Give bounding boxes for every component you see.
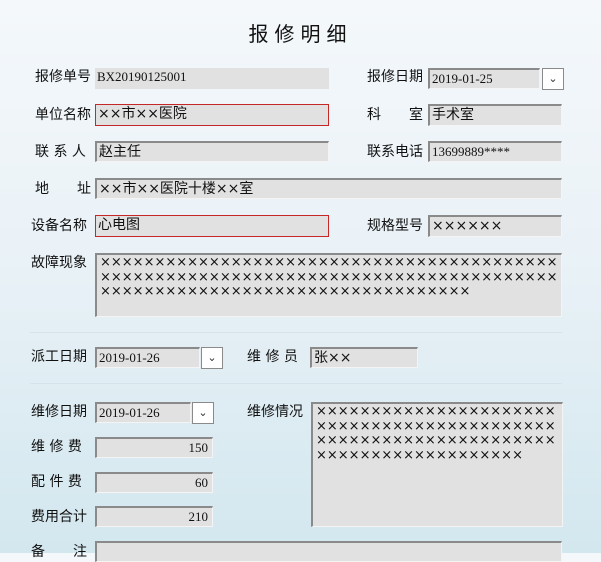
remark-label: 备 注 bbox=[31, 544, 87, 560]
service-fee-field[interactable]: 150 bbox=[95, 437, 213, 458]
unit-name-label: 单位名称 bbox=[35, 107, 91, 123]
technician-label: 维 修 员 bbox=[247, 349, 298, 365]
address-label: 地 址 bbox=[35, 181, 91, 197]
page-title: 报修明细 bbox=[248, 22, 353, 46]
parts-fee-field[interactable]: 60 bbox=[95, 472, 213, 493]
parts-fee-label: 配 件 费 bbox=[31, 474, 82, 490]
chevron-down-icon[interactable]: ⌄ bbox=[542, 68, 564, 90]
repair-no-label: 报修单号 bbox=[35, 69, 91, 85]
divider bbox=[30, 332, 562, 333]
chevron-down-icon[interactable]: ⌄ bbox=[192, 402, 214, 424]
service-date-field[interactable]: 2019-01-26 bbox=[95, 402, 191, 423]
repair-date-label: 报修日期 bbox=[367, 69, 423, 85]
model-label: 规格型号 bbox=[367, 218, 423, 234]
repair-date-field[interactable]: 2019-01-25 bbox=[428, 68, 540, 89]
service-fee-label: 维 修 费 bbox=[31, 439, 82, 455]
service-date-label: 维修日期 bbox=[31, 404, 87, 420]
remark-field[interactable] bbox=[95, 541, 562, 562]
total-fee-field[interactable]: 210 bbox=[95, 506, 213, 527]
device-name-label: 设备名称 bbox=[31, 218, 87, 234]
unit-name-field[interactable]: ××市××医院 bbox=[95, 104, 329, 126]
chevron-down-icon[interactable]: ⌄ bbox=[201, 347, 223, 369]
contact-field[interactable]: 赵主任 bbox=[95, 141, 329, 162]
phone-field[interactable]: 13699889**** bbox=[428, 141, 562, 162]
fault-label: 故障现象 bbox=[31, 255, 87, 271]
repair-no-field[interactable]: BX20190125001 bbox=[95, 68, 329, 89]
model-field[interactable]: ×××××× bbox=[428, 215, 562, 237]
phone-label: 联系电话 bbox=[367, 144, 423, 160]
service-desc-textarea[interactable]: ××××××××××××××××××××××××××××××××××××××××… bbox=[311, 402, 563, 527]
fault-textarea[interactable]: ××××××××××××××××××××××××××××××××××××××××… bbox=[95, 253, 562, 317]
address-field[interactable]: ××市××医院十楼××室 bbox=[95, 178, 562, 199]
dispatch-date-label: 派工日期 bbox=[31, 349, 87, 365]
device-name-field[interactable]: 心电图 bbox=[95, 215, 329, 237]
contact-label: 联 系 人 bbox=[35, 144, 86, 160]
department-label: 科 室 bbox=[367, 107, 423, 123]
dispatch-date-field[interactable]: 2019-01-26 bbox=[95, 347, 200, 368]
divider bbox=[30, 383, 562, 384]
total-fee-label: 费用合计 bbox=[31, 509, 87, 525]
service-desc-label: 维修情况 bbox=[247, 404, 303, 420]
department-field[interactable]: 手术室 bbox=[428, 104, 562, 126]
technician-field[interactable]: 张×× bbox=[310, 347, 418, 368]
